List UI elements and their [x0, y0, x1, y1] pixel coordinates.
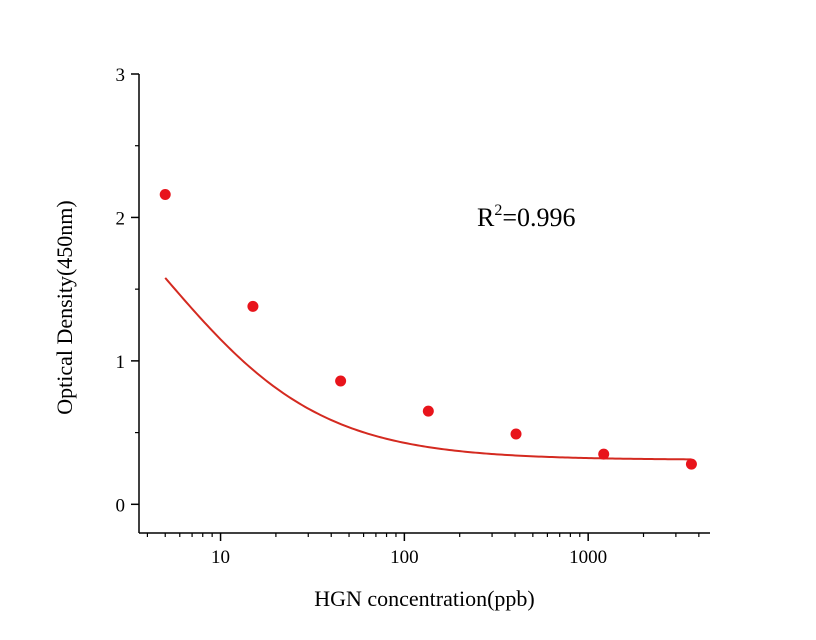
- y-tick-label: 3: [116, 65, 126, 86]
- axes: [131, 73, 710, 541]
- y-axis-title: Optical Density(450nm): [52, 200, 77, 414]
- data-point: [422, 405, 434, 417]
- axis-labels-group: 0 1 2 3 10 100 1000: [116, 65, 608, 568]
- data-point: [510, 428, 522, 440]
- fit-curve-line: [164, 277, 692, 461]
- r-squared-value: =0.996: [502, 203, 575, 232]
- fit-curve-group: [164, 277, 692, 461]
- r-squared-annotation: R2=0.996: [477, 202, 576, 232]
- y-tick-label: 0: [116, 495, 126, 516]
- x-tick-label: 100: [390, 547, 419, 568]
- data-point: [685, 458, 697, 470]
- r-squared-r: R: [477, 203, 495, 232]
- data-point: [159, 188, 171, 200]
- data-point: [335, 375, 347, 387]
- x-tick-label: 10: [211, 547, 230, 568]
- y-tick-label: 1: [116, 352, 126, 373]
- y-tick-label: 2: [116, 208, 126, 229]
- data-points-group: [159, 188, 697, 470]
- x-tick-label: 1000: [569, 547, 607, 568]
- data-point: [247, 300, 259, 312]
- r-squared-superscript: 2: [494, 202, 502, 219]
- data-point: [598, 448, 610, 460]
- x-axis-title: HGN concentration(ppb): [314, 586, 535, 611]
